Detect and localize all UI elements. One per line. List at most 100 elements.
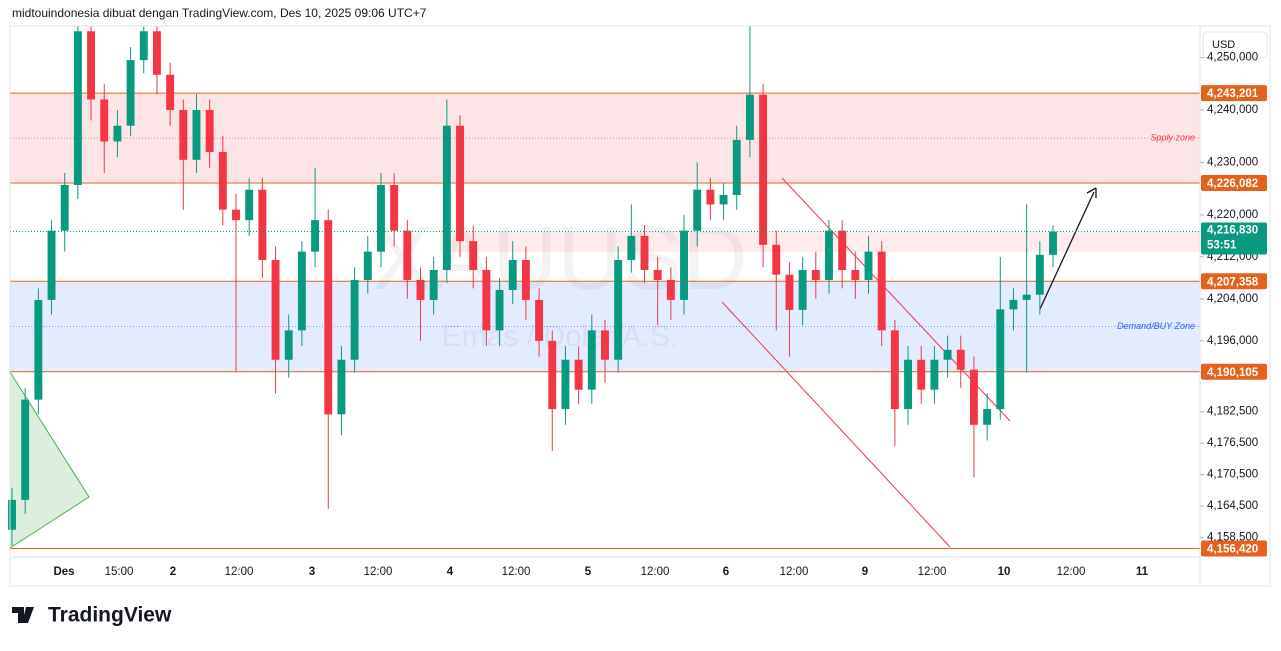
x-tick-label: 12:00 [641, 566, 670, 578]
x-tick-label: 10 [998, 566, 1011, 578]
x-tick-label: 4 [447, 566, 454, 578]
x-tick-label: 6 [723, 566, 729, 578]
candle-body [969, 369, 978, 425]
x-tick-label: 12:00 [1057, 566, 1086, 578]
level-tag-label: 4,207,358 [1207, 276, 1259, 288]
candle-body [337, 359, 346, 415]
zone-label: Demand/BUY Zone [1117, 321, 1195, 331]
candle-body [627, 235, 636, 261]
currency-button[interactable] [1202, 31, 1268, 59]
level-tag [1201, 174, 1267, 191]
candle-body [943, 349, 952, 360]
candle-body [719, 194, 728, 205]
candle-body [614, 260, 623, 360]
candle-body [851, 270, 860, 280]
x-tick-label: 5 [585, 566, 592, 578]
candle-body [456, 125, 464, 242]
candle-body [587, 330, 596, 390]
x-tick-label: 11 [1136, 566, 1149, 578]
candle-body [21, 399, 30, 500]
level-tag [1201, 540, 1267, 557]
x-tick-label: 12:00 [918, 566, 947, 578]
candle-body [666, 279, 675, 300]
brand-logo [12, 607, 34, 623]
candle-body [561, 359, 570, 410]
y-tick-label: 4,204,000 [1207, 293, 1258, 305]
x-tick-label: Des [53, 566, 74, 578]
candle-body [548, 340, 557, 410]
level-tag [1201, 273, 1267, 290]
candle-body [245, 189, 254, 221]
candle-body [34, 299, 43, 400]
y-tick-label: 4,164,500 [1207, 500, 1258, 512]
candle-body [403, 230, 412, 280]
x-tick-label: 12:00 [364, 566, 393, 578]
last-price-tag [1201, 222, 1267, 255]
candle-body [166, 74, 175, 110]
candle-body [574, 359, 583, 390]
level-tag-label: 4,190,105 [1207, 367, 1259, 379]
candle-body [601, 330, 609, 360]
candle-body [390, 185, 399, 231]
x-tick-label: 9 [862, 566, 868, 578]
candle-body [1022, 294, 1031, 300]
candle-body [429, 270, 438, 300]
level-tag-label: 4,243,201 [1207, 88, 1259, 100]
zone-label: Spply zone [1150, 132, 1195, 142]
candle-body [73, 31, 82, 185]
candle-body [680, 230, 688, 300]
candle-body [192, 109, 201, 160]
candle-body [284, 330, 293, 360]
candle-body [785, 274, 794, 310]
candle-body [693, 189, 702, 231]
candle-body [904, 359, 913, 410]
level-tag [1201, 85, 1267, 102]
candle-body [1049, 231, 1057, 255]
candle-body [1009, 299, 1018, 310]
y-tick-label: 4,182,500 [1207, 406, 1258, 418]
candle-body [179, 109, 188, 160]
candle-body [377, 185, 385, 252]
candle-body [311, 220, 320, 252]
candle-body [152, 31, 161, 75]
candle-body [745, 94, 754, 140]
candle-body [495, 289, 504, 331]
candle-body [825, 230, 833, 280]
x-tick-label: 12:00 [780, 566, 809, 578]
y-tick-label: 4,250,000 [1207, 52, 1258, 64]
candle-body [297, 251, 306, 331]
y-tick-label: 4,240,000 [1207, 104, 1258, 116]
y-tick-label: 4,176,500 [1207, 437, 1258, 449]
candle-body [469, 241, 478, 271]
candle-body [100, 99, 109, 142]
candle-body [205, 109, 214, 152]
candle-body [890, 330, 899, 410]
candle-body [363, 251, 372, 280]
header: midtouindonesia dibuat dengan TradingVie… [12, 6, 427, 20]
candle-body [772, 244, 781, 275]
candle-body [271, 260, 280, 360]
candle-body [482, 270, 491, 331]
candle-body [60, 185, 69, 231]
candle-body [759, 94, 768, 245]
candle-body [442, 125, 451, 271]
currency[interactable]: USD [1212, 39, 1235, 51]
candle-body [640, 235, 649, 271]
candle-body [917, 359, 926, 390]
candle-body [930, 359, 939, 390]
x-tick-label: 12:00 [502, 566, 531, 578]
candle-body [139, 31, 148, 61]
candle-body [983, 409, 992, 425]
candle-body [877, 251, 886, 331]
candle-body [798, 270, 807, 310]
candle-body [258, 189, 267, 261]
candle-body [838, 230, 847, 271]
candle-body [87, 31, 96, 100]
candle-body [864, 251, 873, 280]
watermark: Emas / Dolar A.S. [442, 320, 679, 353]
countdown: 53:51 [1207, 240, 1237, 252]
candle-body [350, 279, 359, 360]
candle-body [706, 189, 715, 205]
